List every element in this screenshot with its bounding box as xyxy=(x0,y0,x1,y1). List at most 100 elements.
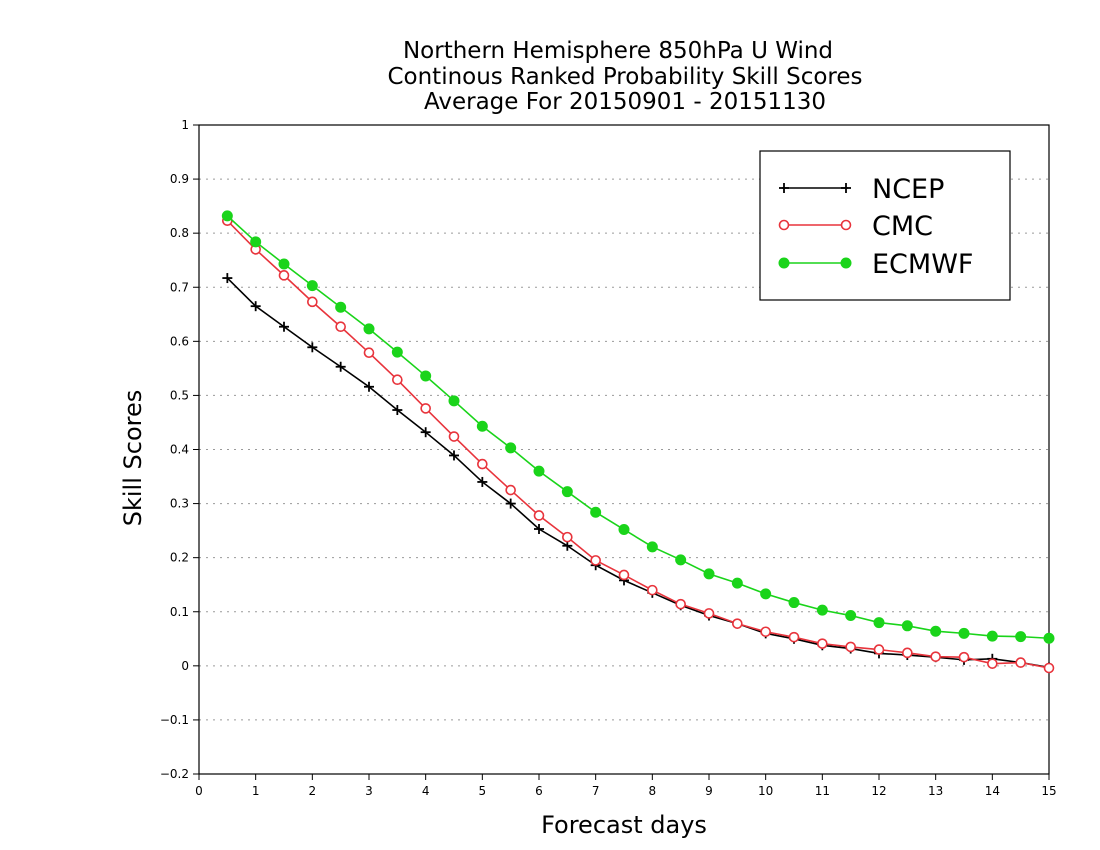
x-tick-label: 8 xyxy=(649,784,657,798)
data-point xyxy=(477,458,488,470)
x-tick-label: 4 xyxy=(422,784,430,798)
data-point xyxy=(364,381,374,392)
data-point xyxy=(561,486,573,498)
data-point xyxy=(930,625,942,637)
x-axis-label: Forecast days xyxy=(541,811,707,839)
data-point xyxy=(703,608,715,619)
data-point xyxy=(335,361,346,372)
legend-label: CMC xyxy=(872,211,933,242)
x-tick-label: 7 xyxy=(592,784,600,798)
data-point xyxy=(987,658,998,669)
data-point xyxy=(533,465,545,477)
grid-lines xyxy=(199,178,1049,721)
legend-item-ecmwf: ECMWF xyxy=(778,249,973,280)
y-tick-label: 0.4 xyxy=(170,443,189,457)
data-point xyxy=(675,554,687,566)
chart-title-line-3: Average For 20150901 - 20151130 xyxy=(424,89,826,115)
data-point xyxy=(590,506,602,518)
series-lines xyxy=(221,210,1055,674)
data-point xyxy=(250,236,262,248)
y-tick-label: 0.3 xyxy=(170,497,189,511)
data-point xyxy=(278,270,290,281)
data-point xyxy=(760,626,771,638)
data-point xyxy=(958,651,970,663)
data-point xyxy=(779,183,789,193)
data-point xyxy=(221,210,233,222)
data-point xyxy=(420,427,431,438)
y-tick-label: −0.2 xyxy=(160,767,189,781)
x-tick-label: 6 xyxy=(535,784,543,798)
x-tick-label: 11 xyxy=(815,784,830,798)
data-point xyxy=(307,296,318,308)
y-axis-label: Skill Scores xyxy=(119,390,147,527)
y-tick-label: 0.2 xyxy=(170,551,189,565)
data-point xyxy=(363,347,375,358)
data-point xyxy=(335,301,347,313)
y-tick-label: 0.6 xyxy=(170,334,189,348)
data-point xyxy=(840,257,852,269)
data-point xyxy=(958,627,970,639)
data-point xyxy=(505,442,517,454)
legend-item-ncep: NCEP xyxy=(779,174,944,205)
data-point xyxy=(703,568,715,580)
data-point xyxy=(420,403,431,414)
data-point xyxy=(845,610,857,622)
y-tick-label: 0 xyxy=(181,659,189,673)
data-point xyxy=(477,476,488,487)
axis-ticks: −0.2−0.100.10.20.30.40.50.60.70.80.910 1 2… xyxy=(160,118,1057,798)
data-point xyxy=(778,219,790,231)
data-point xyxy=(391,346,403,358)
y-tick-label: 0.9 xyxy=(170,172,189,186)
data-point xyxy=(788,631,800,643)
data-point xyxy=(505,484,516,496)
series-cmc xyxy=(222,215,1055,674)
data-point xyxy=(902,647,913,659)
data-point xyxy=(1015,631,1027,643)
y-tick-label: 0.5 xyxy=(170,388,189,402)
data-point xyxy=(562,540,573,551)
data-point xyxy=(448,395,460,407)
data-point xyxy=(1043,632,1055,644)
y-tick-label: 0.1 xyxy=(170,605,189,619)
data-point xyxy=(618,569,630,581)
data-point xyxy=(788,597,800,609)
data-point xyxy=(449,450,459,461)
data-point xyxy=(476,420,488,432)
data-point xyxy=(873,617,885,629)
data-point xyxy=(618,524,630,536)
data-point xyxy=(392,374,403,386)
data-point xyxy=(731,577,743,589)
series-ecmwf xyxy=(221,210,1055,644)
data-point xyxy=(816,604,828,616)
y-tick-label: 0.8 xyxy=(170,226,189,240)
x-tick-label: 13 xyxy=(928,784,943,798)
data-point xyxy=(534,524,544,535)
x-tick-label: 0 xyxy=(195,784,203,798)
data-point xyxy=(760,588,772,600)
data-point xyxy=(817,638,828,649)
data-point xyxy=(647,584,658,596)
data-point xyxy=(778,257,790,269)
x-tick-label: 9 xyxy=(705,784,713,798)
data-point xyxy=(562,531,573,543)
x-tick-label: 10 xyxy=(758,784,773,798)
y-tick-label: 1 xyxy=(181,118,189,132)
data-point xyxy=(732,618,743,629)
data-point xyxy=(306,280,318,292)
data-point xyxy=(392,405,403,416)
x-tick-label: 15 xyxy=(1041,784,1056,798)
data-point xyxy=(222,273,233,284)
data-point xyxy=(1015,657,1026,668)
data-point xyxy=(873,644,885,655)
data-point xyxy=(930,651,941,662)
data-point xyxy=(279,321,289,332)
data-point xyxy=(420,370,432,382)
data-point xyxy=(533,510,545,521)
data-point xyxy=(448,431,460,442)
data-point xyxy=(590,555,601,566)
data-point xyxy=(335,321,346,333)
legend-label: ECMWF xyxy=(872,249,973,280)
x-tick-label: 14 xyxy=(985,784,1000,798)
x-tick-label: 3 xyxy=(365,784,373,798)
